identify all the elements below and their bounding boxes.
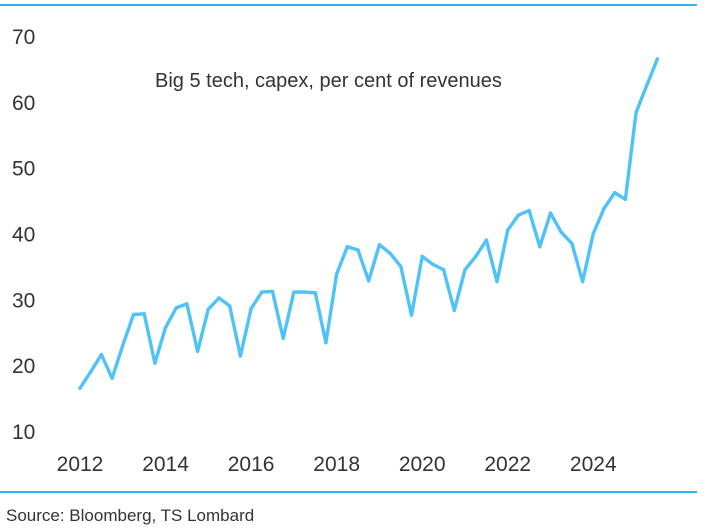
x-tick-label: 2012 <box>57 453 104 476</box>
data-point <box>238 354 243 358</box>
data-point <box>377 243 382 247</box>
data-point <box>634 110 638 115</box>
data-point <box>538 245 542 249</box>
y-tick-label: 10 <box>12 421 35 444</box>
data-point <box>142 312 146 316</box>
data-point <box>388 251 392 255</box>
data-point <box>324 341 328 345</box>
data-point <box>345 245 349 249</box>
data-point <box>228 304 232 308</box>
data-point <box>548 211 553 215</box>
data-point <box>431 262 435 267</box>
y-tick-label: 70 <box>12 26 35 49</box>
y-tick-label: 40 <box>12 224 35 247</box>
data-point <box>602 206 606 211</box>
data-point <box>217 296 221 300</box>
data-point <box>334 272 339 276</box>
x-tick-label: 2018 <box>313 453 360 476</box>
y-tick-label: 60 <box>12 92 35 115</box>
x-tick-label: 2024 <box>570 453 617 476</box>
y-tick-label: 50 <box>12 158 35 181</box>
data-point <box>452 308 456 313</box>
bottom-rule <box>0 491 697 493</box>
data-point <box>623 197 628 201</box>
data-point <box>78 386 82 390</box>
data-point <box>302 290 307 294</box>
data-point <box>474 254 478 259</box>
data-point <box>580 279 585 284</box>
data-point <box>367 279 371 283</box>
data-point <box>174 306 178 310</box>
data-point <box>292 290 296 294</box>
data-point <box>463 268 467 272</box>
data-point <box>356 248 360 252</box>
y-tick-label: 20 <box>12 355 35 378</box>
data-point <box>559 230 563 234</box>
data-point <box>281 336 285 340</box>
x-tick-label: 2022 <box>484 453 531 476</box>
data-point <box>249 306 253 311</box>
data-point <box>495 279 499 284</box>
data-point <box>506 228 510 232</box>
y-axis-ticks: 10 20 30 40 50 60 70 <box>12 26 35 444</box>
data-point <box>270 289 275 294</box>
data-point <box>399 264 403 269</box>
data-point <box>131 312 136 317</box>
data-point <box>591 231 595 236</box>
data-point <box>260 290 264 294</box>
data-point <box>409 313 414 317</box>
x-tick-label: 2020 <box>399 453 446 476</box>
x-tick-label: 2014 <box>142 453 189 476</box>
series-group <box>78 57 660 390</box>
data-point <box>645 83 649 88</box>
data-point <box>613 191 617 195</box>
data-point <box>570 241 574 246</box>
data-point <box>110 376 114 380</box>
data-point <box>206 307 210 311</box>
data-point <box>527 208 531 213</box>
data-point <box>484 238 489 242</box>
series-line <box>78 57 660 390</box>
data-point <box>516 213 521 217</box>
data-point <box>153 361 157 365</box>
data-point <box>655 57 660 61</box>
data-point <box>185 302 189 306</box>
data-point <box>195 349 200 353</box>
top-rule <box>0 4 697 6</box>
data-point <box>163 325 168 330</box>
source-note: Source: Bloomberg, TS Lombard <box>6 506 255 525</box>
data-point <box>420 254 424 259</box>
data-point <box>99 352 104 357</box>
x-axis-ticks: 2012 2014 2016 2018 2020 2022 2024 <box>57 453 617 476</box>
data-point <box>121 343 125 348</box>
data-point <box>441 268 446 272</box>
chart-title: Big 5 tech, capex, per cent of revenues <box>155 70 502 92</box>
data-point <box>313 291 317 295</box>
data-point <box>89 370 93 374</box>
y-tick-label: 30 <box>12 289 35 312</box>
x-tick-label: 2016 <box>228 453 275 476</box>
